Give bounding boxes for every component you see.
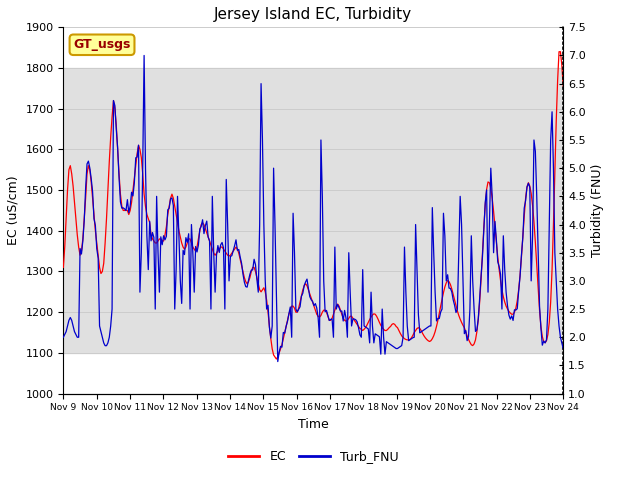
Y-axis label: Turbidity (FNU): Turbidity (FNU) [591,164,604,257]
Bar [63,68,563,353]
Title: Jersey Island EC, Turbidity: Jersey Island EC, Turbidity [214,7,412,22]
Y-axis label: EC (uS/cm): EC (uS/cm) [7,176,20,245]
X-axis label: Time: Time [298,418,329,431]
Text: GT_usgs: GT_usgs [74,38,131,51]
Legend: EC, Turb_FNU: EC, Turb_FNU [223,445,403,468]
